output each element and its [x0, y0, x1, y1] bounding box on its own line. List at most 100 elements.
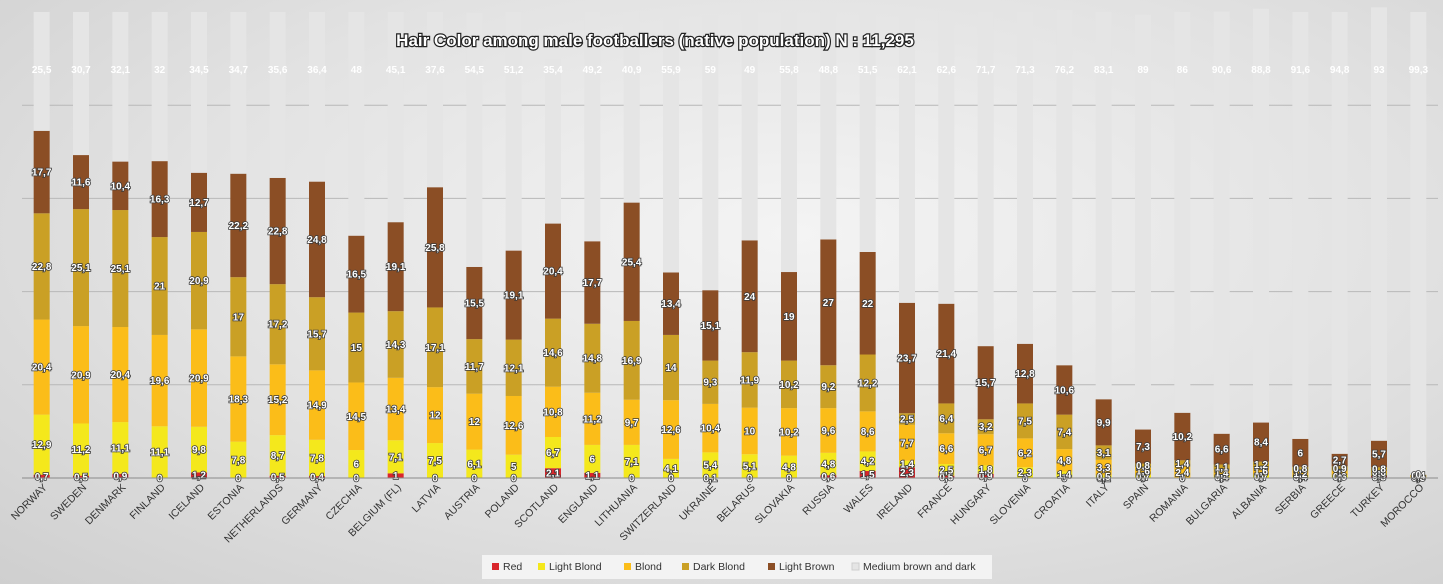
bar-czechia-2	[348, 382, 365, 451]
data-label: 17,7	[32, 168, 52, 179]
data-label: 0	[1416, 470, 1422, 481]
data-label: 8,4	[1254, 438, 1268, 449]
legend: Red Light Blond Blond Dark Blond Light Brown…	[482, 555, 992, 579]
bar-denmark-1	[112, 422, 129, 474]
category-label: BELARUS	[715, 482, 758, 525]
bar-latvia-2	[427, 387, 443, 444]
bar-wales-0	[859, 471, 876, 478]
bar-morocco-5	[1410, 12, 1427, 475]
bar-lithuania-5	[623, 12, 640, 203]
data-label: 71,3	[1015, 65, 1035, 76]
legend-swatch	[538, 563, 545, 570]
bar-ukraine-5	[702, 15, 719, 291]
data-label: 0	[1140, 474, 1146, 485]
bar-poland-5	[505, 12, 522, 251]
bars	[33, 7, 1427, 478]
bar-switzerland-1	[663, 458, 679, 478]
category-label: SWEDEN	[48, 482, 89, 523]
data-label: 59	[705, 65, 717, 76]
data-label: 55,8	[779, 65, 799, 76]
category-label: TURKEY	[1349, 482, 1388, 521]
bar-germany-5	[309, 12, 325, 182]
bar-bulgaria-5	[1213, 11, 1230, 434]
bar-switzerland-5	[663, 12, 679, 273]
bar-wales-3	[859, 354, 876, 412]
bar-poland-3	[505, 339, 522, 396]
bar-wales-4	[859, 251, 876, 355]
bar-greece-3	[1331, 466, 1348, 471]
bar-sweden-4	[73, 155, 89, 210]
data-label: 0	[1416, 474, 1422, 485]
data-label: 25,1	[111, 264, 131, 275]
data-label: 6,6	[1215, 445, 1229, 456]
category-label: SLOVENIA	[987, 482, 1033, 528]
bar-slovakia-5	[781, 12, 797, 273]
data-label: 12,6	[504, 421, 524, 432]
data-label: 10,8	[543, 407, 563, 418]
bar-turkey-3	[1371, 467, 1387, 472]
bar-romania-4	[1174, 412, 1191, 461]
bar-scotland-0	[545, 468, 561, 478]
data-label: 11,1	[111, 443, 130, 454]
data-label: 12,1	[504, 363, 524, 374]
bar-estonia-5	[230, 12, 247, 174]
bar-norway-3	[33, 213, 50, 320]
data-label: 9,7	[625, 418, 639, 429]
data-label: 0,7	[1136, 472, 1150, 483]
data-label: 1,1	[585, 471, 599, 482]
bar-turkey-2	[1371, 471, 1387, 474]
data-label: 21,4	[937, 349, 957, 360]
category-label: LATVIA	[410, 482, 444, 516]
data-label: 86	[1177, 65, 1189, 76]
bar-ireland-3	[899, 413, 915, 425]
data-label: 45,1	[386, 65, 406, 76]
data-label: 15,7	[307, 329, 327, 340]
data-label: 0	[1258, 474, 1264, 485]
data-label: 0	[432, 474, 438, 485]
bar-germany-1	[309, 439, 325, 477]
data-label: 83,1	[1094, 65, 1114, 76]
data-label: 25,1	[71, 263, 91, 274]
bar-romania-5	[1174, 12, 1191, 413]
bar-russia-5	[820, 12, 837, 240]
bar-czechia-1	[348, 450, 365, 478]
data-label: 6,4	[939, 414, 953, 425]
data-label: 6,1	[467, 459, 481, 470]
category-label: GREECE	[1308, 482, 1348, 522]
chart-title: Hair Color among male footballers (nativ…	[396, 31, 914, 50]
data-label: 49,2	[583, 65, 603, 76]
bar-serbia-5	[1292, 12, 1309, 439]
data-label: 19,1	[504, 291, 524, 302]
bar-austria-2	[466, 393, 483, 450]
data-label: 22,8	[32, 262, 52, 273]
data-label: 0,6	[1372, 468, 1386, 479]
bar-latvia-1	[427, 443, 443, 478]
bar-scotland-5	[545, 58, 561, 224]
data-label: 1,8	[979, 465, 993, 476]
category-label: CROATIA	[1032, 482, 1073, 523]
bar-spain-5	[1135, 14, 1151, 430]
bar-scotland-4	[545, 223, 561, 319]
data-label: 0	[1416, 474, 1422, 485]
data-label: 9,8	[192, 445, 206, 456]
data-label: 0	[1062, 474, 1068, 485]
data-label: 5,7	[1372, 450, 1386, 461]
bar-lithuania-4	[623, 202, 640, 321]
bar-italy-2	[1095, 459, 1112, 476]
bar-serbia-2	[1292, 470, 1309, 477]
data-label: 12,2	[858, 378, 878, 389]
data-label: 0	[472, 474, 478, 485]
bar-netherlands-1	[269, 435, 286, 476]
data-label: 0	[236, 474, 242, 485]
bar-russia-0	[820, 475, 837, 478]
bar-czechia-5	[348, 12, 365, 236]
data-label: 16,3	[150, 195, 170, 206]
bar-norway-0	[33, 474, 50, 478]
data-label: 12,6	[661, 425, 681, 436]
data-label: 30,7	[71, 65, 91, 76]
bar-ireland-0	[899, 467, 915, 478]
data-label: 1,4	[900, 460, 914, 471]
bar-slovenia-3	[1017, 403, 1033, 439]
bar-norway-1	[33, 414, 50, 475]
bar-austria-4	[466, 266, 483, 340]
